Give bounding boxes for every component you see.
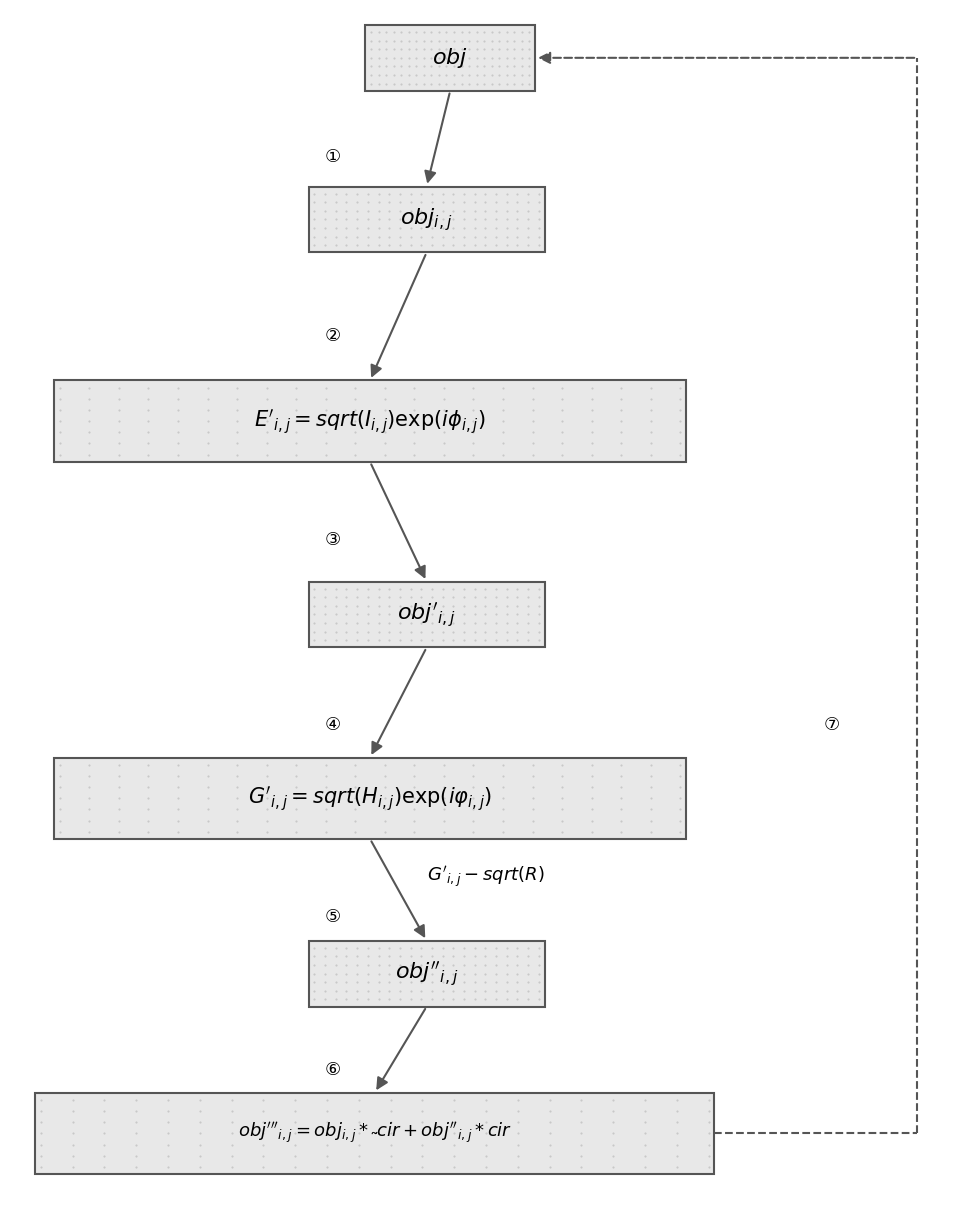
Text: ⑥: ⑥ xyxy=(324,1061,341,1079)
Text: $G'_{i,j} = sqrt(H_{i,j})\exp(i\varphi_{i,j})$: $G'_{i,j} = sqrt(H_{i,j})\exp(i\varphi_{… xyxy=(248,784,492,813)
Text: ①: ① xyxy=(324,148,341,166)
FancyBboxPatch shape xyxy=(309,581,545,648)
FancyBboxPatch shape xyxy=(309,941,545,1006)
FancyBboxPatch shape xyxy=(35,1092,714,1175)
Text: ④: ④ xyxy=(324,716,341,734)
Text: ③: ③ xyxy=(324,530,341,549)
FancyBboxPatch shape xyxy=(55,758,686,839)
FancyBboxPatch shape xyxy=(309,186,545,252)
Text: ②: ② xyxy=(324,327,341,345)
FancyBboxPatch shape xyxy=(366,25,535,91)
Text: $G'_{i,j} - sqrt(R)$: $G'_{i,j} - sqrt(R)$ xyxy=(427,865,545,890)
Text: $E'_{i,j} = sqrt(I_{i,j})\exp(i\phi_{i,j})$: $E'_{i,j} = sqrt(I_{i,j})\exp(i\phi_{i,j… xyxy=(255,407,486,436)
Text: $obj'''_{i,j} = obj_{i,j} * \tilde{\;} cir + obj''_{i,j} * cir$: $obj'''_{i,j} = obj_{i,j} * \tilde{\;} c… xyxy=(237,1121,512,1146)
Text: $obj'_{i,j}$: $obj'_{i,j}$ xyxy=(397,601,456,629)
Text: ⑦: ⑦ xyxy=(824,716,840,734)
Text: ⑤: ⑤ xyxy=(324,908,341,925)
Text: $obj$: $obj$ xyxy=(433,46,468,70)
Text: $obj''_{i,j}$: $obj''_{i,j}$ xyxy=(395,959,458,988)
Text: $obj_{i,j}$: $obj_{i,j}$ xyxy=(400,206,453,233)
FancyBboxPatch shape xyxy=(55,380,686,461)
